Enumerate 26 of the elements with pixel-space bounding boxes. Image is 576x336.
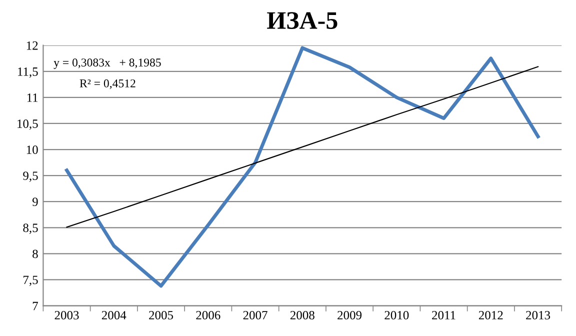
y-tick-label: 7,5	[24, 276, 38, 286]
y-tick-label: 11	[27, 94, 38, 102]
x-tick-label: 2011	[432, 310, 456, 320]
x-tick-label: 2012	[478, 310, 503, 320]
x-tick-label: 2010	[384, 310, 409, 320]
y-tick-label: 11,5	[18, 67, 38, 78]
annotation: y = 0,3083x + 8,1985	[54, 58, 161, 69]
x-tick-label: 2004	[102, 310, 126, 320]
x-tick-label: 2009	[338, 310, 362, 320]
y-tick-label: 12	[26, 41, 38, 50]
y-tick-label: 10	[26, 146, 38, 154]
x-tick-label: 2003	[54, 310, 79, 320]
y-tick-label: 9	[32, 198, 38, 206]
chart-title: ИЗА-5	[267, 12, 338, 29]
x-tick-label: 2007	[243, 310, 268, 320]
y-tick-label: 8,5	[23, 224, 38, 234]
y-tick-label: 10,5	[18, 120, 38, 130]
x-tick-label: 2013	[526, 310, 550, 320]
x-tick-label: 2006	[196, 310, 220, 320]
x-tick-label: 2005	[149, 310, 174, 320]
x-tick-label: 2008	[290, 310, 314, 320]
annotation: R² = 0,4512	[80, 79, 136, 90]
line-series	[65, 46, 540, 288]
y-tick-label: 8	[32, 250, 38, 258]
y-tick-label: 9,5	[23, 172, 38, 182]
y-tick-label: 7	[32, 302, 38, 310]
